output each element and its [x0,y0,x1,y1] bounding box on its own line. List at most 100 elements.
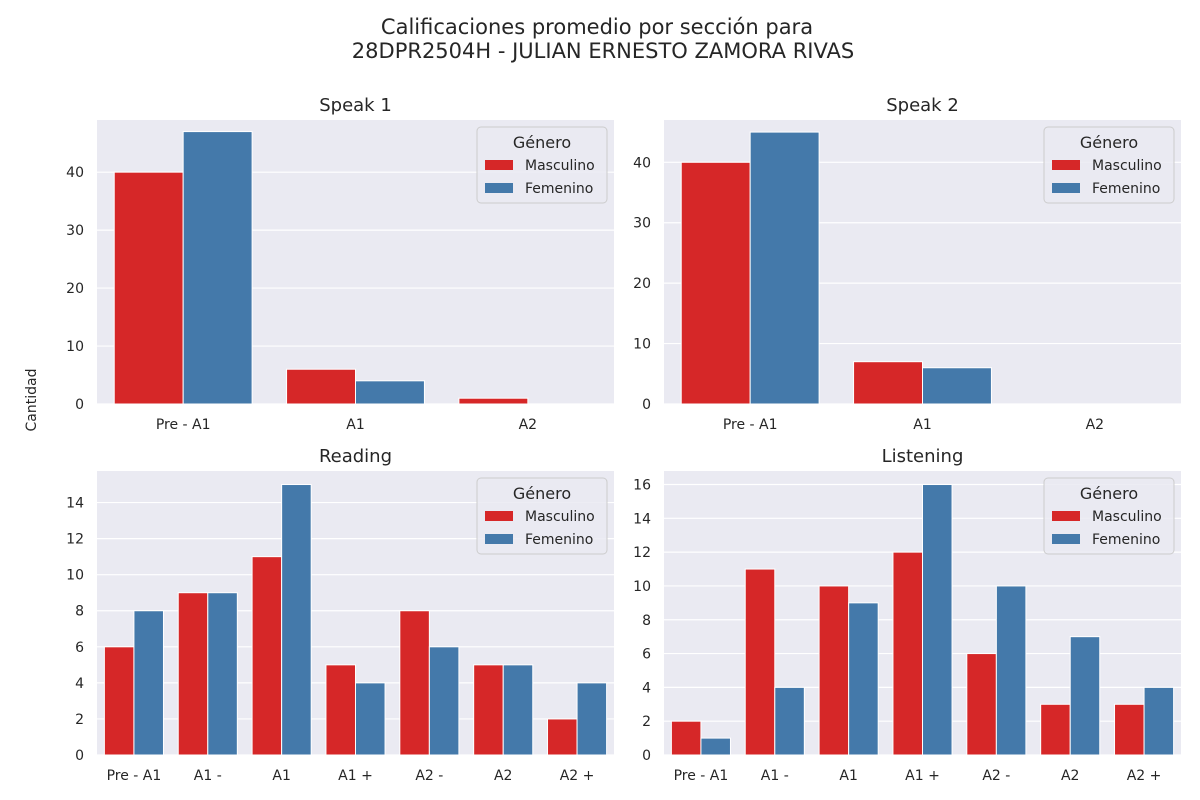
x-tick-label: A1 + [905,768,940,784]
bar-masculino [177,592,209,756]
bar-femenino [700,737,731,756]
x-tick-label: A2 - [415,768,443,784]
legend-title: Género [1080,133,1138,152]
y-tick-label: 20 [633,276,651,292]
x-tick-label: Pre - A1 [107,768,162,784]
legend-label: Masculino [525,158,595,174]
y-axis-label: Cantidad [24,369,40,432]
bar-masculino [547,718,578,756]
legend-swatch [485,160,513,170]
chart-panel: 0 2 4 6 8 10 12 14 16 Pre - A1 A1 - A1 A1 + A2 - A2 A2 … [633,446,1181,784]
x-tick-label: A1 - [194,768,222,784]
bar-masculino [251,556,283,756]
y-tick-label: 14 [66,496,84,512]
bar-masculino [286,368,357,405]
legend: Género Masculino Femenino [1043,126,1175,204]
bar-femenino [995,585,1027,756]
bar-femenino [355,682,386,756]
legend-swatch [485,511,513,521]
bar-masculino [399,610,430,756]
x-tick-label: Pre - A1 [723,417,778,433]
y-tick-label: 2 [642,714,651,730]
legend-label: Masculino [525,509,595,525]
x-tick-label: A1 [346,417,364,433]
bar-femenino [848,602,879,756]
y-tick-label: 12 [66,532,84,548]
legend: Género Masculino Femenino [476,477,608,555]
legend-label: Femenino [1092,181,1160,197]
x-tick-label: A1 - [761,768,789,784]
legend: Género Masculino Femenino [476,126,608,204]
y-tick-label: 0 [75,748,84,764]
y-tick-label: 6 [75,640,84,656]
bar-masculino [1114,703,1145,756]
legend-swatch [1052,183,1080,193]
figure-title-line-1: Calificaciones promedio por sección para [381,15,813,39]
legend-swatch [485,183,513,193]
y-tick-label: 4 [75,676,84,692]
bar-femenino [1069,636,1101,756]
chart-title: Speak 2 [886,95,959,116]
y-tick-label: 10 [633,579,651,595]
y-tick-label: 20 [66,281,84,297]
y-tick-label: 16 [633,478,651,494]
bar-masculino [853,361,923,405]
x-tick-label: A1 [913,417,931,433]
bar-femenino [749,131,820,405]
chart-panel: 0 2 4 6 8 10 12 14 Pre - A1 A1 - A1 A1 + A2 - A2 A2 + R… [66,446,614,784]
legend-label: Femenino [525,532,593,548]
y-tick-label: 8 [642,613,651,629]
bar-femenino [133,610,164,756]
y-tick-label: 0 [75,397,84,413]
y-tick-label: 6 [642,647,651,663]
y-tick-label: 14 [633,511,651,527]
bar-masculino [744,568,776,756]
legend-swatch [485,534,513,544]
legend-label: Masculino [1092,509,1162,525]
x-tick-label: A2 + [1127,768,1162,784]
legend-title: Género [513,133,571,152]
bar-masculino [103,646,135,756]
bar-femenino [207,592,238,756]
bar-femenino [182,131,253,405]
legend-label: Femenino [1092,532,1160,548]
chart-title: Speak 1 [319,95,392,116]
y-tick-label: 0 [642,748,651,764]
bar-masculino [670,720,702,756]
bar-masculino [818,585,850,756]
bar-femenino [281,484,312,756]
bar-masculino [325,664,357,756]
bar-masculino [458,397,529,405]
x-tick-label: A2 [1086,417,1104,433]
chart-panel: 0 10 20 30 40 Pre - A1 A1 A2 Speak 1 Género Mascul… [66,95,614,433]
y-tick-label: 12 [633,545,651,561]
bar-masculino [113,171,184,405]
y-tick-label: 2 [75,712,84,728]
chart-panel: 0 10 20 30 40 Pre - A1 A1 A2 Speak 2 Género Mascul… [633,95,1181,433]
x-tick-label: A1 [839,768,857,784]
y-tick-label: 40 [633,155,651,171]
bar-femenino [428,646,460,756]
y-tick-label: 10 [66,568,84,584]
bar-masculino [473,664,504,756]
legend-swatch [1052,160,1080,170]
legend-title: Género [1080,484,1138,503]
x-tick-label: A1 + [338,768,373,784]
legend-label: Femenino [525,181,593,197]
x-tick-label: A1 [272,768,290,784]
y-tick-label: 8 [75,604,84,620]
bar-femenino [355,380,425,405]
x-tick-label: Pre - A1 [156,417,211,433]
x-tick-label: A2 [494,768,512,784]
bar-femenino [774,686,805,756]
y-tick-label: 4 [642,680,651,696]
x-tick-label: Pre - A1 [674,768,729,784]
x-tick-label: A2 - [982,768,1010,784]
y-tick-label: 40 [66,165,84,181]
bar-femenino [922,484,953,756]
x-tick-label: A2 [519,417,537,433]
legend-title: Género [513,484,571,503]
bar-femenino [576,682,608,756]
y-tick-label: 30 [633,216,651,232]
